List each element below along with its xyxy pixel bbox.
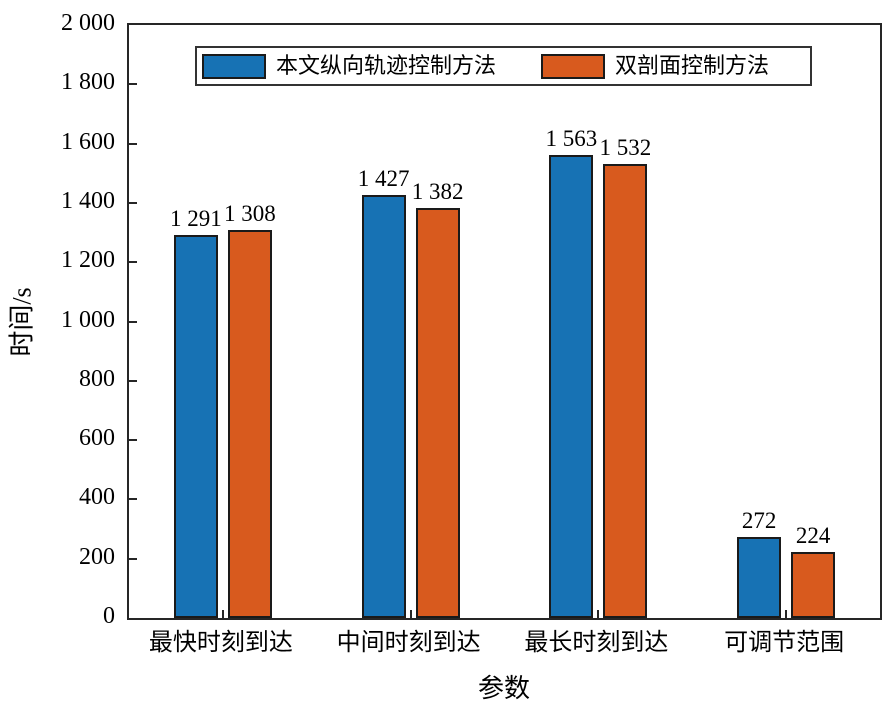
bar-value-label: 224 xyxy=(795,523,831,548)
legend-swatch-series-1 xyxy=(202,53,266,79)
y-axis-tick-label: 0 xyxy=(103,603,115,629)
x-category-label: 可调节范围 xyxy=(724,630,845,656)
y-axis-tick xyxy=(129,261,137,264)
bar-value-label: 1 563 xyxy=(545,126,598,151)
bar-series-1-group-1 xyxy=(173,235,218,618)
y-axis-tick-label: 2 000 xyxy=(61,10,115,36)
y-axis-tick-label: 1 800 xyxy=(61,69,115,96)
y-axis-tick xyxy=(129,320,137,323)
legend-label-series-1: 本文纵向轨迹控制方法 xyxy=(276,53,497,78)
y-axis-tick xyxy=(129,379,137,382)
bar-series-2-group-2 xyxy=(415,208,460,618)
legend-swatch-series-2 xyxy=(541,53,606,79)
bar-series-1-group-2 xyxy=(361,195,406,618)
y-axis-tick xyxy=(129,201,137,204)
bar-series-2-group-1 xyxy=(227,230,272,618)
legend: 本文纵向轨迹控制方法 双剖面控制方法 xyxy=(195,46,812,86)
y-axis-tick-label: 800 xyxy=(79,365,115,392)
x-axis-tick xyxy=(221,610,224,618)
y-axis-tick-label: 1 200 xyxy=(61,247,115,274)
bar-series-2-group-3 xyxy=(603,164,648,618)
bar-value-label: 1 382 xyxy=(411,179,464,204)
y-axis-tick-label: 400 xyxy=(79,484,115,511)
y-axis-tick-label: 1 400 xyxy=(61,187,115,214)
y-axis-tick xyxy=(129,439,137,442)
y-axis-tick xyxy=(129,498,137,501)
x-category-label: 最快时刻到达 xyxy=(148,630,293,656)
bar-value-label: 1 308 xyxy=(224,201,276,226)
legend-label-series-2: 双剖面控制方法 xyxy=(615,53,770,78)
bar-value-label: 1 291 xyxy=(170,206,222,231)
x-axis-tick xyxy=(597,610,600,618)
bar-value-label: 1 427 xyxy=(357,166,410,191)
x-axis-tick xyxy=(409,610,412,618)
x-category-label: 最长时刻到达 xyxy=(524,630,669,656)
bar-series-1-group-4 xyxy=(737,537,782,618)
plot-area: 本文纵向轨迹控制方法 双剖面控制方法 1 291 1 308 1 427 1 382 1… xyxy=(127,23,882,620)
x-category-label: 中间时刻到达 xyxy=(336,630,481,656)
y-axis-tick-label: 1 600 xyxy=(61,128,115,155)
y-axis-tick xyxy=(129,142,137,145)
bar-series-2-group-4 xyxy=(791,552,836,618)
bar-value-label: 272 xyxy=(741,508,777,533)
y-axis-tick xyxy=(129,557,137,560)
bar-value-label: 1 532 xyxy=(599,135,652,160)
y-axis-tick-label: 1 000 xyxy=(61,306,115,333)
bar-series-1-group-3 xyxy=(549,155,594,618)
y-axis-tick xyxy=(129,83,137,86)
y-axis-tick-label: 600 xyxy=(79,425,115,452)
x-axis-tick xyxy=(785,610,788,618)
y-axis-tick-label: 200 xyxy=(79,543,115,570)
x-axis-title: 参数 xyxy=(477,674,531,703)
